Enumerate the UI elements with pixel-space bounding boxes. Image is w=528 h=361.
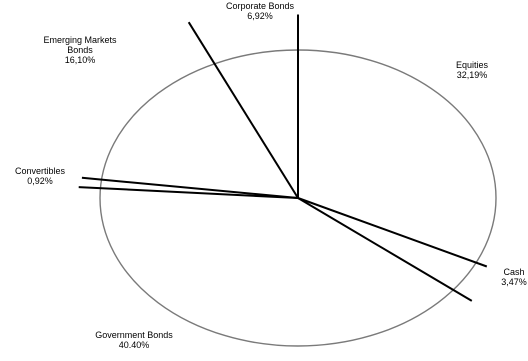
slice-label-convertibles: Convertibles 0,92%: [15, 166, 66, 186]
slice-label-equities: Equities 32,19%: [456, 60, 489, 80]
slice-label-cash: Cash 3,47%: [501, 267, 527, 287]
slice-label-government-bonds: Government Bonds 40.40%: [95, 330, 173, 350]
slice-divider-6: [189, 22, 298, 198]
slice-dividers: [79, 15, 487, 301]
slice-label-emerging-markets-bonds: Emerging Markets Bonds 16,10%: [43, 35, 117, 65]
slice-divider-2: [298, 198, 487, 267]
slice-divider-3: [298, 198, 472, 301]
slice-label-corporate-bonds: Corporate Bonds 6,92%: [226, 1, 295, 21]
slice-labels: Equities 32,19% Cash 3,47% Government Bonds 4…: [15, 1, 527, 350]
